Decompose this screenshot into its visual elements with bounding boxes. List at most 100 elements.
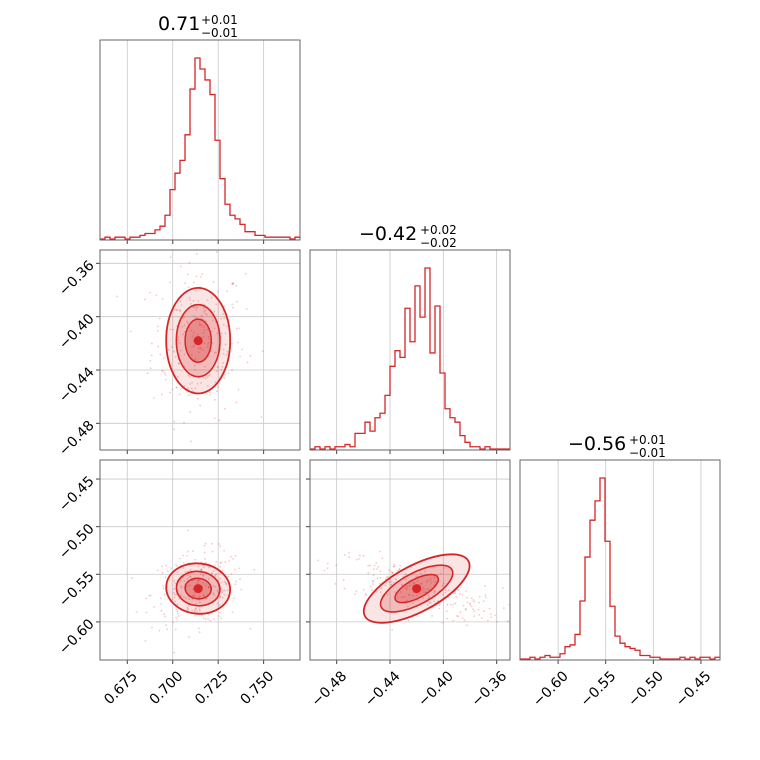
sample-point [233, 597, 235, 600]
sample-point [212, 280, 215, 283]
sample-point [194, 316, 197, 319]
sample-point [169, 391, 171, 394]
sample-point [173, 596, 176, 599]
sample-point [452, 619, 455, 622]
sample-point [165, 564, 168, 567]
sample-point [438, 607, 441, 610]
sample-point [173, 588, 175, 590]
sample-point [231, 303, 234, 306]
sample-point [457, 615, 459, 618]
sample-point [196, 579, 199, 582]
sample-point [192, 306, 195, 309]
sample-point [421, 586, 424, 589]
sample-point [169, 256, 172, 259]
panel-border [309, 249, 511, 451]
sample-point [192, 299, 195, 302]
sample-point [191, 335, 194, 338]
sample-point [177, 339, 180, 342]
sample-point [220, 581, 223, 584]
sample-point [457, 589, 460, 591]
sample-point [194, 289, 197, 292]
sample-point [390, 580, 393, 583]
sample-point [372, 574, 375, 577]
sample-point [234, 555, 237, 557]
sample-point [391, 629, 394, 631]
sample-point [171, 598, 174, 601]
sample-point [220, 317, 222, 320]
sample-point [462, 604, 465, 607]
sample-point [433, 590, 436, 592]
sample-point [183, 330, 186, 333]
sample-point [158, 629, 161, 632]
sample-point [428, 596, 431, 599]
sample-point [334, 582, 337, 585]
sample-point [157, 345, 160, 348]
sample-point [186, 609, 189, 612]
sample-point [211, 319, 214, 322]
sample-point [161, 572, 164, 574]
sample-point [174, 356, 177, 358]
sample-point [179, 265, 182, 268]
sample-point [404, 586, 407, 589]
sample-point [198, 324, 201, 327]
sample-point [173, 308, 176, 311]
sample-point [203, 551, 206, 554]
sample-point [190, 303, 192, 305]
sample-point [188, 261, 191, 264]
sample-point [379, 591, 382, 594]
sample-point [214, 575, 217, 578]
sample-point [412, 602, 415, 605]
sample-point [210, 572, 213, 574]
sample-point [219, 595, 222, 598]
sample-point [222, 313, 225, 316]
sample-point [183, 353, 186, 356]
sample-point [478, 601, 480, 604]
sample-point [225, 325, 228, 328]
sample-point [222, 348, 225, 351]
sample-point [438, 604, 441, 607]
sample-point [443, 567, 445, 569]
sample-point [431, 615, 433, 617]
sample-point [175, 386, 178, 389]
sample-point [219, 565, 221, 568]
sample-point [464, 590, 467, 592]
sample-point [173, 428, 176, 431]
sample-point [191, 594, 194, 597]
sample-point [188, 598, 191, 600]
sample-point [216, 589, 219, 592]
sample-point [419, 584, 422, 587]
sample-point [192, 550, 194, 552]
sample-point [375, 590, 378, 593]
sample-point [213, 351, 216, 354]
sample-point [348, 551, 350, 554]
sample-point [357, 557, 360, 560]
sample-point [440, 572, 442, 575]
sample-point [175, 386, 178, 389]
sample-point [182, 554, 185, 557]
sample-point [222, 323, 225, 326]
sample-point [155, 294, 158, 297]
sample-point [198, 595, 201, 598]
sample-point [450, 603, 452, 606]
sample-point [225, 583, 228, 586]
sample-point [197, 347, 200, 350]
sample-point [372, 579, 374, 582]
density-peak [193, 584, 203, 594]
sample-point [454, 602, 457, 605]
sample-point [199, 275, 202, 278]
sample-point [183, 421, 185, 424]
sample-point [244, 272, 247, 275]
panel-background [310, 460, 510, 660]
sample-point [433, 600, 435, 603]
sample-point [192, 390, 194, 393]
sample-point [223, 589, 226, 592]
sample-point [470, 605, 473, 608]
sample-point [211, 550, 214, 553]
sample-point [204, 365, 206, 368]
title-minus: −0.02 [420, 236, 457, 250]
sample-point [381, 557, 384, 560]
sample-point [149, 359, 152, 362]
sample-point [190, 387, 193, 390]
sample-point [161, 298, 164, 300]
